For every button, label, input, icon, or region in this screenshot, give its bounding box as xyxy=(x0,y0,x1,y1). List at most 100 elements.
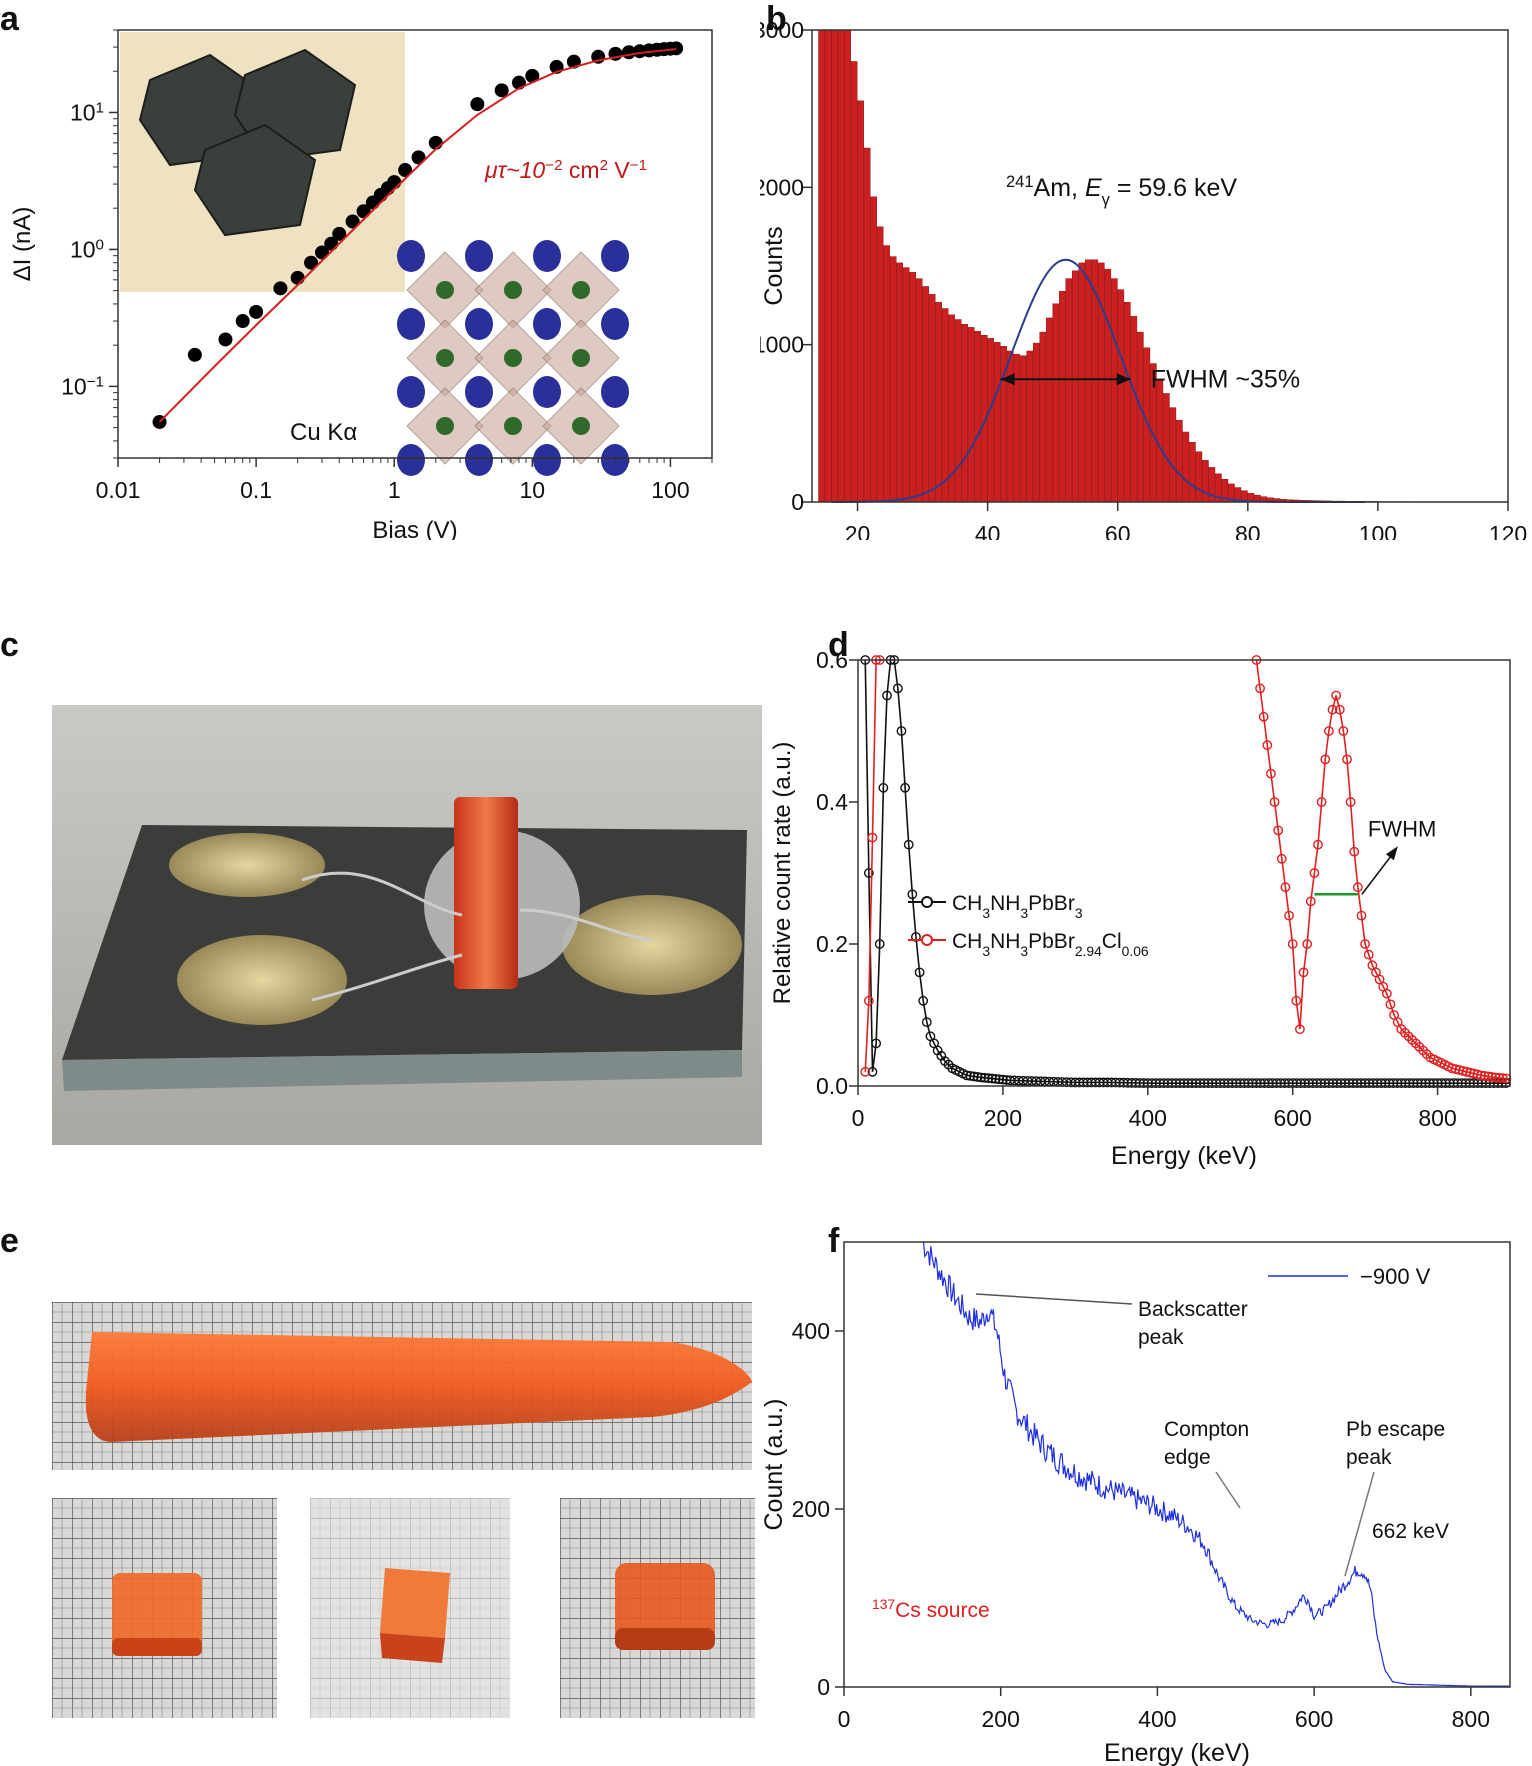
data-marker-d-1 xyxy=(1323,726,1334,736)
x-tick-label-b: 100 xyxy=(1359,521,1397,540)
data-marker-d-0 xyxy=(969,1071,979,1082)
histogram-bar xyxy=(870,196,877,503)
histogram-bar xyxy=(896,262,903,503)
arrow-escape xyxy=(1344,1471,1375,1577)
data-marker-d-1 xyxy=(1266,768,1276,779)
y-tick-label-d: 0.2 xyxy=(816,931,848,957)
data-marker-d-1 xyxy=(1454,1065,1465,1075)
data-point-a xyxy=(525,68,540,83)
panel-label-c: c xyxy=(0,626,19,664)
histogram-bar xyxy=(915,278,923,503)
legend-label-f: −900 V xyxy=(1360,1264,1431,1289)
histogram-bar xyxy=(1084,259,1092,503)
y-tick-label-d: 0.6 xyxy=(816,647,848,673)
panel-label-b: b xyxy=(766,0,787,38)
data-marker-d-1 xyxy=(1309,868,1320,878)
crystal-shape xyxy=(193,123,317,237)
data-marker-d-1 xyxy=(1291,995,1302,1006)
data-marker-d-1 xyxy=(1327,704,1338,715)
fwhm-arrow-head-left xyxy=(1000,373,1015,386)
data-marker-d-1 xyxy=(1494,1072,1505,1083)
histogram-bar xyxy=(850,61,858,503)
histogram-bar xyxy=(1182,431,1190,503)
series-line-d-0 xyxy=(864,659,1510,1084)
data-marker-d-1 xyxy=(1302,939,1313,949)
y-axis-label-a: ΔI (nA) xyxy=(9,207,36,282)
data-marker-d-1 xyxy=(1356,910,1367,921)
data-marker-d-1 xyxy=(1320,754,1331,765)
panel-label-e: e xyxy=(0,1222,19,1260)
histogram-bar xyxy=(1176,419,1183,503)
data-marker-d-0 xyxy=(976,1072,987,1083)
data-marker-d-1 xyxy=(1349,846,1360,857)
histogram-bar xyxy=(928,294,936,503)
histogram-bar xyxy=(935,301,942,503)
data-marker-d-1 xyxy=(1280,882,1291,893)
data-marker-d-1 xyxy=(1486,1072,1497,1082)
y-tick-label-a: 101 xyxy=(70,99,104,126)
data-point-a xyxy=(273,281,288,296)
data-marker-d-0 xyxy=(863,868,874,878)
data-marker-d-1 xyxy=(1276,853,1287,864)
data-marker-d-1 xyxy=(1269,797,1280,807)
histogram-bar xyxy=(1078,262,1086,503)
x-tick-label-f: 400 xyxy=(1138,1706,1176,1732)
x-tick-label-a: 10 xyxy=(520,477,546,503)
x-tick-label-d: 200 xyxy=(984,1105,1022,1131)
x-tick-label-b: 80 xyxy=(1235,521,1261,540)
x-tick-label-f: 600 xyxy=(1295,1706,1333,1732)
histogram-bar xyxy=(961,324,969,503)
data-point-a xyxy=(387,175,402,190)
cation-atom xyxy=(601,376,629,408)
data-marker-d-1 xyxy=(1472,1069,1483,1080)
data-marker-d-1 xyxy=(867,832,878,843)
data-marker-d-0 xyxy=(911,931,921,942)
data-marker-d-1 xyxy=(1313,839,1323,850)
histogram-bar xyxy=(1065,278,1073,503)
histogram-bar xyxy=(889,256,897,503)
histogram-bar xyxy=(844,29,851,503)
x-tick-label-d: 800 xyxy=(1418,1105,1456,1131)
cation-atom xyxy=(465,240,493,272)
cation-atom xyxy=(465,444,493,476)
data-marker-d-0 xyxy=(997,1074,1008,1085)
photo-crystal-rod xyxy=(52,1302,752,1470)
lead-atom xyxy=(504,417,522,435)
y-tick-label-d: 0.4 xyxy=(816,789,848,815)
data-marker-d-1 xyxy=(1255,683,1265,694)
data-marker-d-1 xyxy=(1483,1071,1494,1082)
lead-atom xyxy=(572,417,590,435)
cation-atom xyxy=(465,308,493,340)
legend-label-d: CH3NH3PbBr2.94Cl0.06 xyxy=(952,930,1149,959)
plot-frame-a xyxy=(117,29,713,459)
y-tick-label-a: 10−1 xyxy=(61,373,104,400)
data-marker-d-0 xyxy=(900,782,910,793)
histogram-bar xyxy=(876,226,884,503)
data-marker-d-1 xyxy=(1287,939,1298,949)
x-tick-label-b: 40 xyxy=(975,521,1001,540)
chart-b: 204060801001200100020003000ChannelCounts… xyxy=(760,17,1527,540)
data-point-a xyxy=(669,41,684,56)
data-point-a xyxy=(187,347,202,362)
histogram-bar xyxy=(1019,355,1027,503)
cation-atom xyxy=(397,308,425,340)
y-tick-label-a: 100 xyxy=(70,236,104,263)
fwhm-arrow-head-d xyxy=(1385,846,1398,861)
cation-atom xyxy=(601,308,629,340)
annotation-662: 662 keV xyxy=(1372,1520,1449,1543)
data-marker-d-0 xyxy=(961,1070,972,1081)
cation-atom xyxy=(533,308,561,340)
histogram-bar xyxy=(1045,317,1053,503)
annotation-source-f: 137Cs source xyxy=(872,1596,990,1622)
data-marker-d-0 xyxy=(972,1072,983,1082)
histogram-bar xyxy=(824,29,832,503)
annotation-source-b: 241Am, Eγ = 59.6 keV xyxy=(1006,173,1237,209)
data-marker-d-1 xyxy=(1381,988,1392,999)
plot-frame-d xyxy=(857,659,1511,1087)
panel-label-d: d xyxy=(828,626,849,664)
histogram-bar xyxy=(1195,451,1203,503)
chart-a: 0.01 0.1 1 10 100 10−1 100 101 Bias (V) ΔI (nA) μτ… xyxy=(9,29,713,540)
histogram-bar xyxy=(1130,316,1138,503)
chart-d: 0 200 400 600 800 0.0 0.2 0.4 0.6 Energy (keV) Rel… xyxy=(769,647,1512,1170)
data-point-a xyxy=(494,83,509,98)
